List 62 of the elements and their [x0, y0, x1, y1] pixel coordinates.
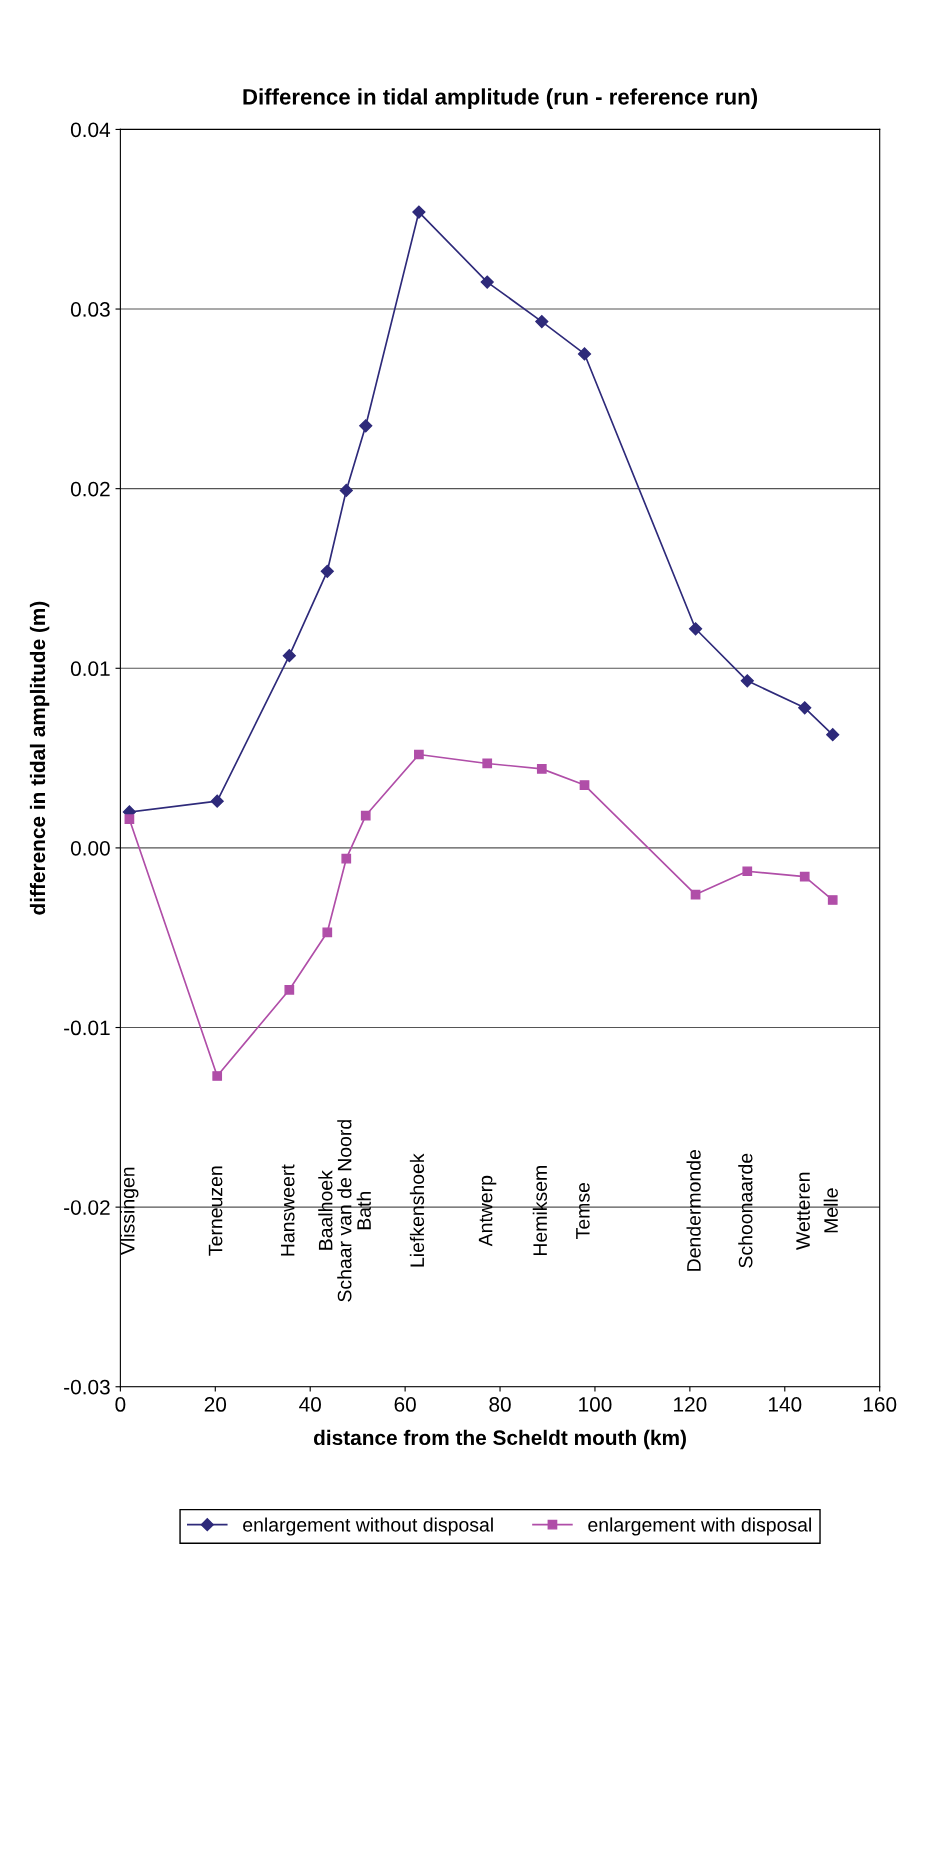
annotation: Antwerp — [478, 1175, 497, 1247]
chart-title: Difference in tidal amplitude (run - reference run) — [243, 88, 758, 110]
point — [414, 749, 424, 760]
point — [360, 810, 371, 821]
x-tick-label: 100 — [579, 1397, 612, 1412]
x-axis-title: distance from the Scheldt mouth (km) — [313, 1429, 686, 1450]
point — [412, 205, 426, 219]
point — [124, 814, 135, 825]
x-tick-label: 120 — [674, 1397, 707, 1412]
y-tick-label: 0.02 — [70, 481, 110, 497]
point — [480, 275, 494, 289]
annotation: Baalhoek — [318, 1170, 333, 1250]
point — [359, 419, 373, 433]
point — [339, 483, 353, 498]
point — [284, 984, 295, 995]
point — [322, 927, 333, 938]
y-tick-label: 0.00 — [70, 840, 110, 856]
annotation: Schaar van de Noord — [337, 1120, 352, 1302]
annotation: Hemiksem — [532, 1166, 548, 1256]
y-tick-label: -0.03 — [64, 1379, 110, 1395]
point — [482, 758, 493, 769]
x-tick-label: 60 — [394, 1397, 416, 1412]
point — [799, 871, 810, 882]
point — [341, 853, 352, 864]
annotation: Melle — [823, 1188, 838, 1233]
annotation: Bath — [356, 1191, 371, 1230]
x-tick-label: 0 — [115, 1397, 126, 1412]
point — [688, 622, 703, 636]
point — [577, 347, 592, 361]
x-tick-label: 40 — [299, 1397, 321, 1412]
x-tick-label: 80 — [489, 1397, 511, 1412]
point — [826, 728, 840, 742]
point — [535, 315, 549, 329]
annotation: Dendermonde — [686, 1149, 701, 1271]
annotation: Temse — [576, 1182, 590, 1239]
x-tick-label: 160 — [863, 1397, 897, 1412]
annotation: Schoonaarde — [738, 1153, 753, 1268]
point — [798, 701, 812, 715]
point — [827, 895, 838, 905]
y-tick-label: 0.01 — [70, 661, 110, 677]
y-tick-label: 0.04 — [70, 122, 111, 138]
point — [320, 564, 334, 578]
y-tick-label: -0.01 — [64, 1020, 110, 1036]
y-tick-label: -0.02 — [64, 1200, 110, 1215]
annotation: Vlissingen — [120, 1167, 139, 1255]
annotation: Terneuzen — [208, 1166, 223, 1256]
point — [282, 649, 296, 663]
legend-label: enlargement without disposal — [243, 1517, 493, 1536]
point — [536, 764, 547, 774]
point — [210, 794, 224, 808]
annotation: Hansweert — [280, 1164, 295, 1256]
x-tick-label: 140 — [769, 1397, 802, 1412]
point — [740, 674, 754, 688]
y-axis-title: difference in tidal amplitude (m) — [29, 601, 50, 915]
x-tick-label: 20 — [204, 1397, 227, 1412]
annotation: Wetteren — [796, 1172, 810, 1250]
annotation: Liefkenshoek — [409, 1153, 425, 1267]
y-tick-label: 0.03 — [70, 302, 110, 317]
legend-label: enlargement with disposal — [588, 1517, 811, 1536]
point — [212, 1071, 223, 1081]
point — [579, 780, 590, 790]
point — [742, 866, 753, 877]
